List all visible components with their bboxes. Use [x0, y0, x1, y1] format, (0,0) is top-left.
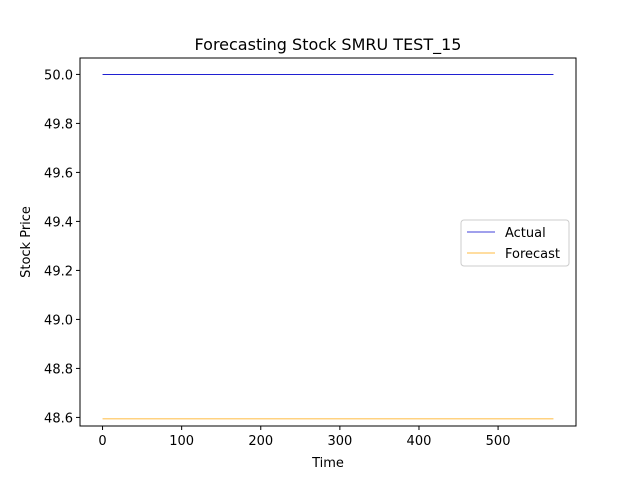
- y-tick-label: 49.2: [44, 264, 73, 279]
- legend-label-forecast: Forecast: [505, 247, 560, 262]
- x-axis-title: Time: [311, 456, 344, 471]
- y-tick-label: 48.8: [44, 362, 73, 377]
- x-axis-ticks: 0 100 200 300 400 500: [98, 426, 510, 449]
- x-tick-label: 200: [248, 434, 273, 449]
- x-tick-label: 400: [407, 434, 432, 449]
- legend-label-actual: Actual: [505, 226, 546, 241]
- y-tick-label: 49.4: [44, 215, 73, 230]
- x-tick-label: 500: [486, 434, 511, 449]
- y-axis-title: Stock Price: [19, 206, 34, 278]
- y-tick-label: 50.0: [44, 68, 73, 83]
- legend-box: [460, 219, 570, 267]
- y-axis-ticks: 48.6 48.8 49.0 49.2 49.4 49.6 49.8 50.0: [44, 68, 80, 426]
- plot-frame: [79, 57, 577, 427]
- legend: Actual Forecast: [460, 219, 570, 267]
- chart-title: Forecasting Stock SMRU TEST_15: [195, 35, 462, 55]
- y-tick-label: 49.6: [44, 166, 73, 181]
- x-tick-label: 100: [169, 434, 194, 449]
- y-tick-label: 49.8: [44, 117, 73, 132]
- y-tick-label: 48.6: [44, 411, 73, 426]
- plot-lines: [102, 74, 554, 420]
- x-tick-label: 0: [98, 434, 106, 449]
- y-tick-label: 49.0: [44, 313, 73, 328]
- x-tick-label: 300: [327, 434, 352, 449]
